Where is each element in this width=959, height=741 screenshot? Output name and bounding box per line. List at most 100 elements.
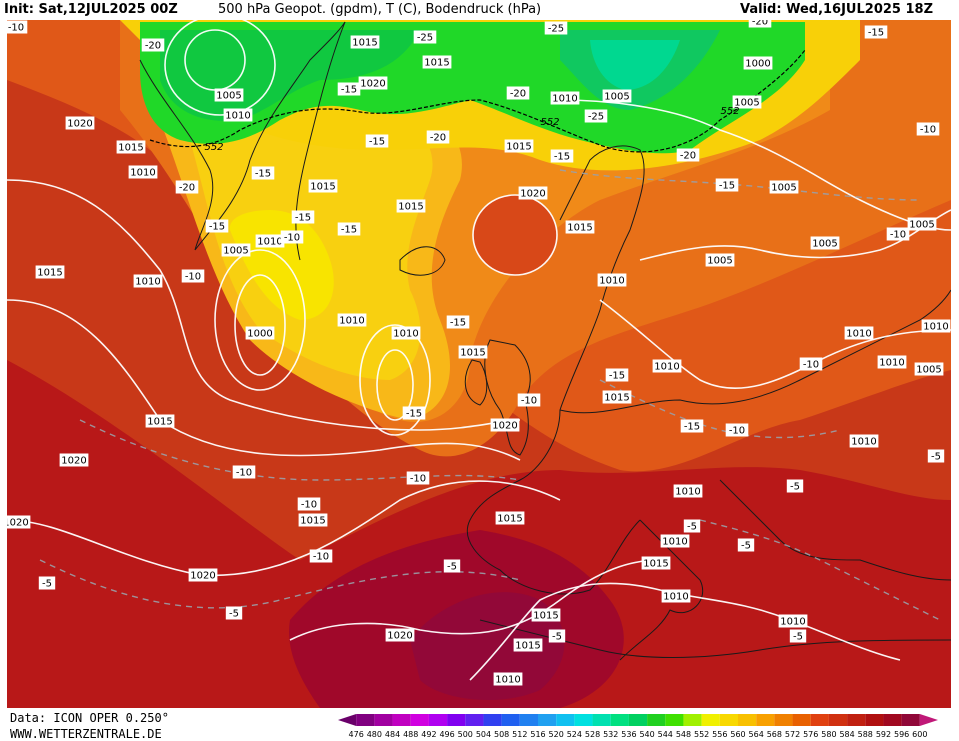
temperature-label-text: -15 (406, 409, 422, 420)
temperature-label-box (225, 606, 243, 620)
isobar-label-text: 1010 (662, 537, 687, 548)
legend-swatch (556, 714, 575, 726)
legend-swatch (610, 714, 629, 726)
legend-swatch (792, 714, 811, 726)
temperature-label: -5 (443, 559, 461, 573)
isobar-label-text: 1020 (61, 456, 86, 467)
temperature-label-text: -5 (552, 632, 562, 643)
isobar-label: 1010 (673, 484, 703, 498)
temperature-label-box (786, 479, 804, 493)
temperature-label-box (280, 230, 304, 244)
isobars (7, 20, 951, 681)
legend-tick-label: 568 (767, 730, 782, 739)
isobar-label-text: 1010 (130, 168, 155, 179)
isobar-label: 1005 (705, 253, 735, 267)
isobar-label: 1015 (308, 179, 338, 193)
isobar-label: 1005 (214, 88, 244, 102)
temperature-label-box (232, 465, 256, 479)
legend-swatch (628, 714, 648, 726)
temperature-label: -5 (225, 606, 243, 620)
temperature-label-box (443, 559, 461, 573)
legend-swatch (647, 714, 666, 726)
temperature-label: -10 (280, 230, 304, 244)
legend-tick-label: 484 (385, 730, 400, 739)
legend-swatch (374, 714, 393, 726)
isobar-label: 1020 (518, 186, 548, 200)
temperature-label-box (406, 471, 430, 485)
legend-tick-label: 596 (894, 730, 909, 739)
temperature-contours (39, 169, 941, 621)
temperature-label: -15 (864, 25, 888, 39)
map-header: Init: Sat,12JUL2025 00Z 500 hPa Geopot. … (0, 0, 959, 20)
temperature-label: -10 (406, 471, 430, 485)
isobar-label: 1010 (223, 108, 253, 122)
isobar-label-text: 1015 (300, 516, 325, 527)
legend-tick-label: 516 (530, 730, 545, 739)
temperature-label-box (799, 357, 823, 371)
temperature-label-box (550, 149, 574, 163)
temperature-label-box (715, 178, 739, 192)
legend-tick-label: 556 (712, 730, 727, 739)
temperature-label: -20 (748, 20, 772, 28)
isobar-label-box (504, 139, 534, 153)
isobar-label: 1010 (597, 273, 627, 287)
temperature-label-box (916, 122, 940, 136)
temperature-label: -15 (402, 406, 426, 420)
isobar-label-box (518, 186, 548, 200)
contour-552-label: 552 (204, 142, 223, 153)
isobar-label-box (921, 319, 951, 333)
temperature-label: -5 (789, 629, 807, 643)
legend-tick-label: 592 (876, 730, 891, 739)
temperature-label: -10 (725, 423, 749, 437)
temperature-label-box (402, 406, 426, 420)
temperature-label-text: -15 (450, 318, 466, 329)
isobar-label: 1010 (921, 319, 951, 333)
isobar-label-text: 1015 (310, 182, 335, 193)
temperature-label-box (748, 20, 772, 28)
isobar-label-text: 1005 (216, 91, 241, 102)
legend-tick-label: 488 (403, 730, 418, 739)
isobar-label: 1010 (660, 534, 690, 548)
isobar-label-box (495, 511, 525, 525)
isobar-label: 1015 (513, 638, 543, 652)
isobar-label: 1015 (116, 140, 146, 154)
isobar-label-text: 1010 (552, 94, 577, 105)
isobar-label-box (661, 589, 691, 603)
isobar-label-box (641, 556, 671, 570)
temperature-label: -5 (737, 538, 755, 552)
temperature-label-text: -20 (680, 151, 696, 162)
isobar-label-box (422, 55, 452, 69)
isobar-label-box (188, 568, 218, 582)
isobar-label-text: 1010 (846, 329, 871, 340)
temperature-label-text: -10 (185, 272, 201, 283)
isobar-label-box (490, 418, 520, 432)
isobar-label-text: 1015 (118, 143, 143, 154)
isobar-label-text: 1020 (387, 631, 412, 642)
legend-tick-label: 532 (603, 730, 618, 739)
temperature-label: -15 (365, 134, 389, 148)
legend-swatch (501, 714, 520, 726)
isobar-label: 1010 (255, 234, 285, 248)
isobar-label: 1020 (490, 418, 520, 432)
warm-dome-north-sea (473, 195, 557, 275)
isobar-label: 1005 (221, 243, 251, 257)
temperature-label: -15 (205, 219, 229, 233)
temperature-label: -25 (544, 21, 568, 35)
temperature-label-text: -10 (301, 500, 317, 511)
isobar-label-text: 1020 (520, 189, 545, 200)
temperature-label-box (683, 519, 701, 533)
isobar-label-text: 1010 (225, 111, 250, 122)
isobar-label-box (255, 234, 285, 248)
temperature-label: -20 (175, 180, 199, 194)
isobar-label-box (550, 91, 580, 105)
temperature-label-box (446, 315, 470, 329)
isobar-label-text: 1010 (135, 277, 160, 288)
temperature-label-text: -5 (741, 541, 751, 552)
legend-swatch (701, 714, 720, 726)
isobar-label-box (35, 265, 65, 279)
contour-552 (149, 49, 806, 153)
isobar-label: 1015 (396, 199, 426, 213)
temperature-label-box (309, 549, 333, 563)
isobar-label-text: 1015 (643, 559, 668, 570)
legend-swatch (683, 714, 702, 726)
